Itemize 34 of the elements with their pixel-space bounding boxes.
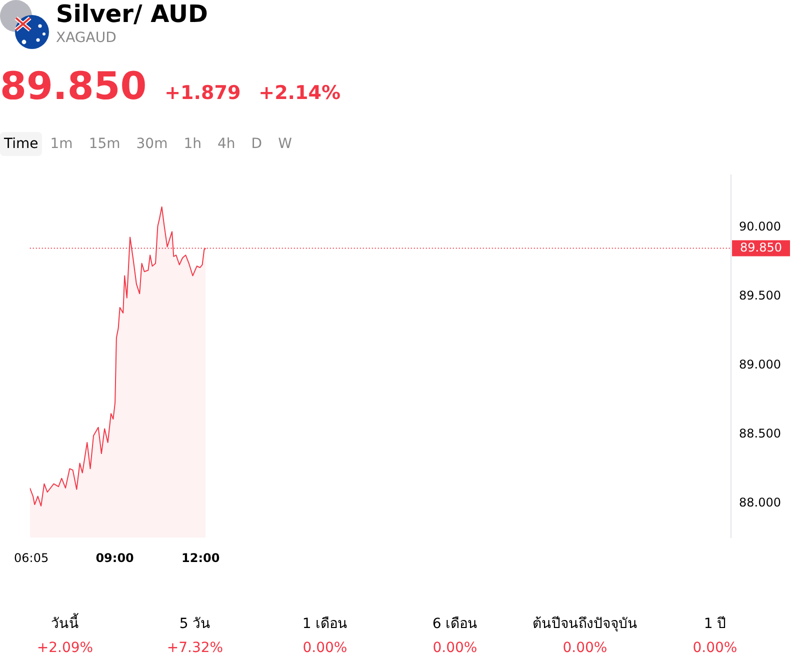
text: 0.00% — [562, 640, 608, 656]
y-tick-label: 88.000 — [739, 495, 781, 510]
text: D — [250, 135, 264, 154]
text: 5 วัน — [178, 615, 212, 634]
text: วันนี้ — [50, 612, 80, 634]
text: 0.00% — [432, 640, 478, 656]
text: W — [277, 135, 293, 154]
text: 15m — [88, 135, 122, 154]
text: +2.09% — [36, 640, 94, 656]
y-tick-label: 88.500 — [739, 426, 781, 440]
x-tick-label: 12:00 — [182, 550, 220, 565]
x-tick-label: 09:00 — [96, 550, 134, 565]
text: +2.14% — [258, 82, 341, 104]
text: 1 เดือน — [301, 615, 349, 634]
text: 1m — [49, 135, 74, 154]
chart-title: Silver/ AUD — [56, 0, 208, 28]
text: 89.850 — [0, 64, 147, 108]
text: 1 ปี — [702, 615, 728, 634]
x-tick-label: 06:05 — [14, 550, 49, 565]
text: Time — [0, 132, 42, 156]
ref-line-label: 89.850 — [740, 240, 782, 254]
text: 1h — [182, 135, 202, 154]
text: +1.879 — [164, 82, 241, 104]
y-tick-label: 90.000 — [739, 220, 781, 234]
text: ต้นปีจนถึงปัจจุบัน — [532, 615, 638, 634]
text: 0.00% — [692, 640, 738, 656]
chart-subtitle: XAGAUD — [56, 30, 116, 46]
y-tick-label: 89.500 — [739, 288, 781, 303]
text: 30m — [135, 135, 169, 154]
text: 0.00% — [302, 640, 348, 656]
y-tick-label: 89.000 — [739, 357, 781, 372]
text: 4h — [216, 135, 236, 154]
text: +7.32% — [166, 640, 224, 656]
text: 6 เดือน — [431, 615, 479, 634]
